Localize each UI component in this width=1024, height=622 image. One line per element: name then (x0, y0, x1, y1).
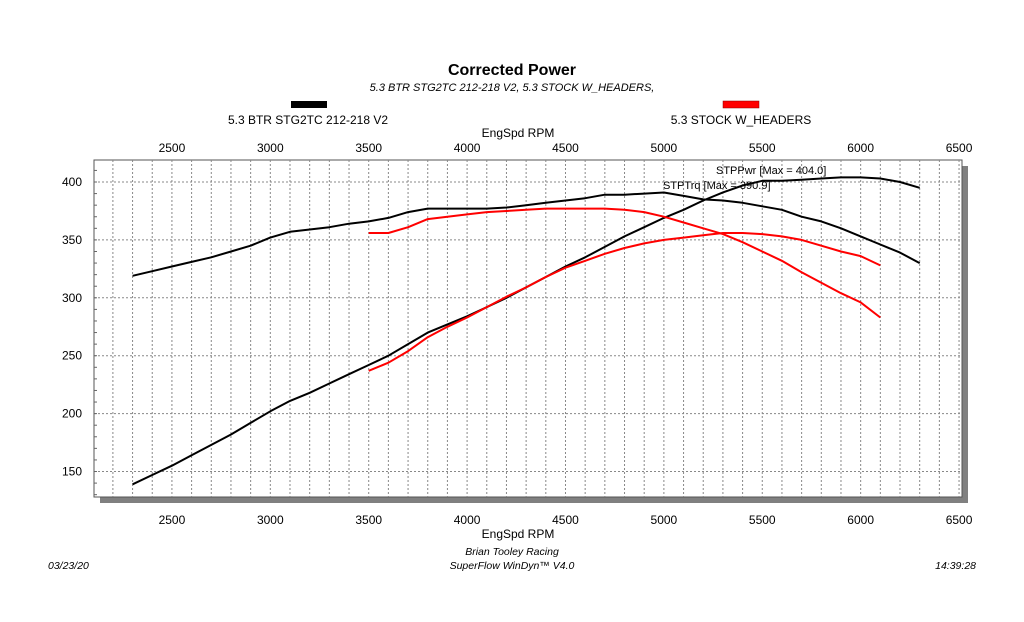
plot-area (93, 159, 963, 498)
series-line (132, 191, 921, 277)
y-tick-label: 150 (62, 465, 82, 479)
x-tick-label-top: 3500 (355, 141, 382, 155)
x-tick-label-top: 4500 (552, 141, 579, 155)
footer-time: 14:39:28 (935, 560, 976, 572)
legend-swatch-btr (291, 101, 327, 108)
x-tick-label-bottom: 5500 (749, 513, 776, 527)
x-tick-label-top: 6000 (847, 141, 874, 155)
x-tick-label-top: 5000 (651, 141, 678, 155)
x-tick-label-bottom: 6000 (847, 513, 874, 527)
x-axis-label-top: EngSpd RPM (482, 126, 555, 140)
series-line (368, 207, 881, 319)
footer-date: 03/23/20 (48, 560, 89, 572)
x-tick-label-top: 4000 (454, 141, 481, 155)
x-tick-label-bottom: 4500 (552, 513, 579, 527)
x-tick-label-bottom: 6500 (946, 513, 973, 527)
footer-company: Brian Tooley Racing (465, 546, 559, 558)
x-tick-label-bottom: 2500 (159, 513, 186, 527)
legend-label-stock: 5.3 STOCK W_HEADERS (671, 113, 811, 127)
y-tick-label: 350 (62, 233, 82, 247)
annotation-torque-max: STPTrq [Max = 390.9] (663, 180, 771, 192)
series-line (368, 232, 881, 372)
y-tick-label: 400 (62, 175, 82, 189)
x-tick-label-bottom: 3500 (355, 513, 382, 527)
x-tick-label-bottom: 4000 (454, 513, 481, 527)
chart-subtitle: 5.3 BTR STG2TC 212-218 V2, 5.3 STOCK W_H… (370, 82, 655, 94)
y-tick-label: 300 (62, 291, 82, 305)
y-tick-label: 250 (62, 349, 82, 363)
x-tick-label-top: 3000 (257, 141, 284, 155)
footer-software: SuperFlow WinDyn™ V4.0 (450, 560, 575, 572)
x-tick-label-top: 5500 (749, 141, 776, 155)
annotation-power-max: STPPwr [Max = 404.0] (716, 165, 826, 177)
x-tick-label-top: 2500 (159, 141, 186, 155)
legend-label-btr: 5.3 BTR STG2TC 212-218 V2 (228, 113, 388, 127)
y-tick-label: 200 (62, 407, 82, 421)
series-lines (132, 176, 921, 486)
axis-ticks: 2500 2500 3000 3000 3500 3500 4000 4000 4500 4500… (62, 141, 973, 527)
x-tick-label-bottom: 3000 (257, 513, 284, 527)
x-axis-label-bottom: EngSpd RPM (482, 527, 555, 541)
x-tick-label-bottom: 5000 (651, 513, 678, 527)
x-tick-label-top: 6500 (946, 141, 973, 155)
legend-swatch-stock (722, 100, 760, 109)
chart-title: Corrected Power (448, 62, 576, 79)
